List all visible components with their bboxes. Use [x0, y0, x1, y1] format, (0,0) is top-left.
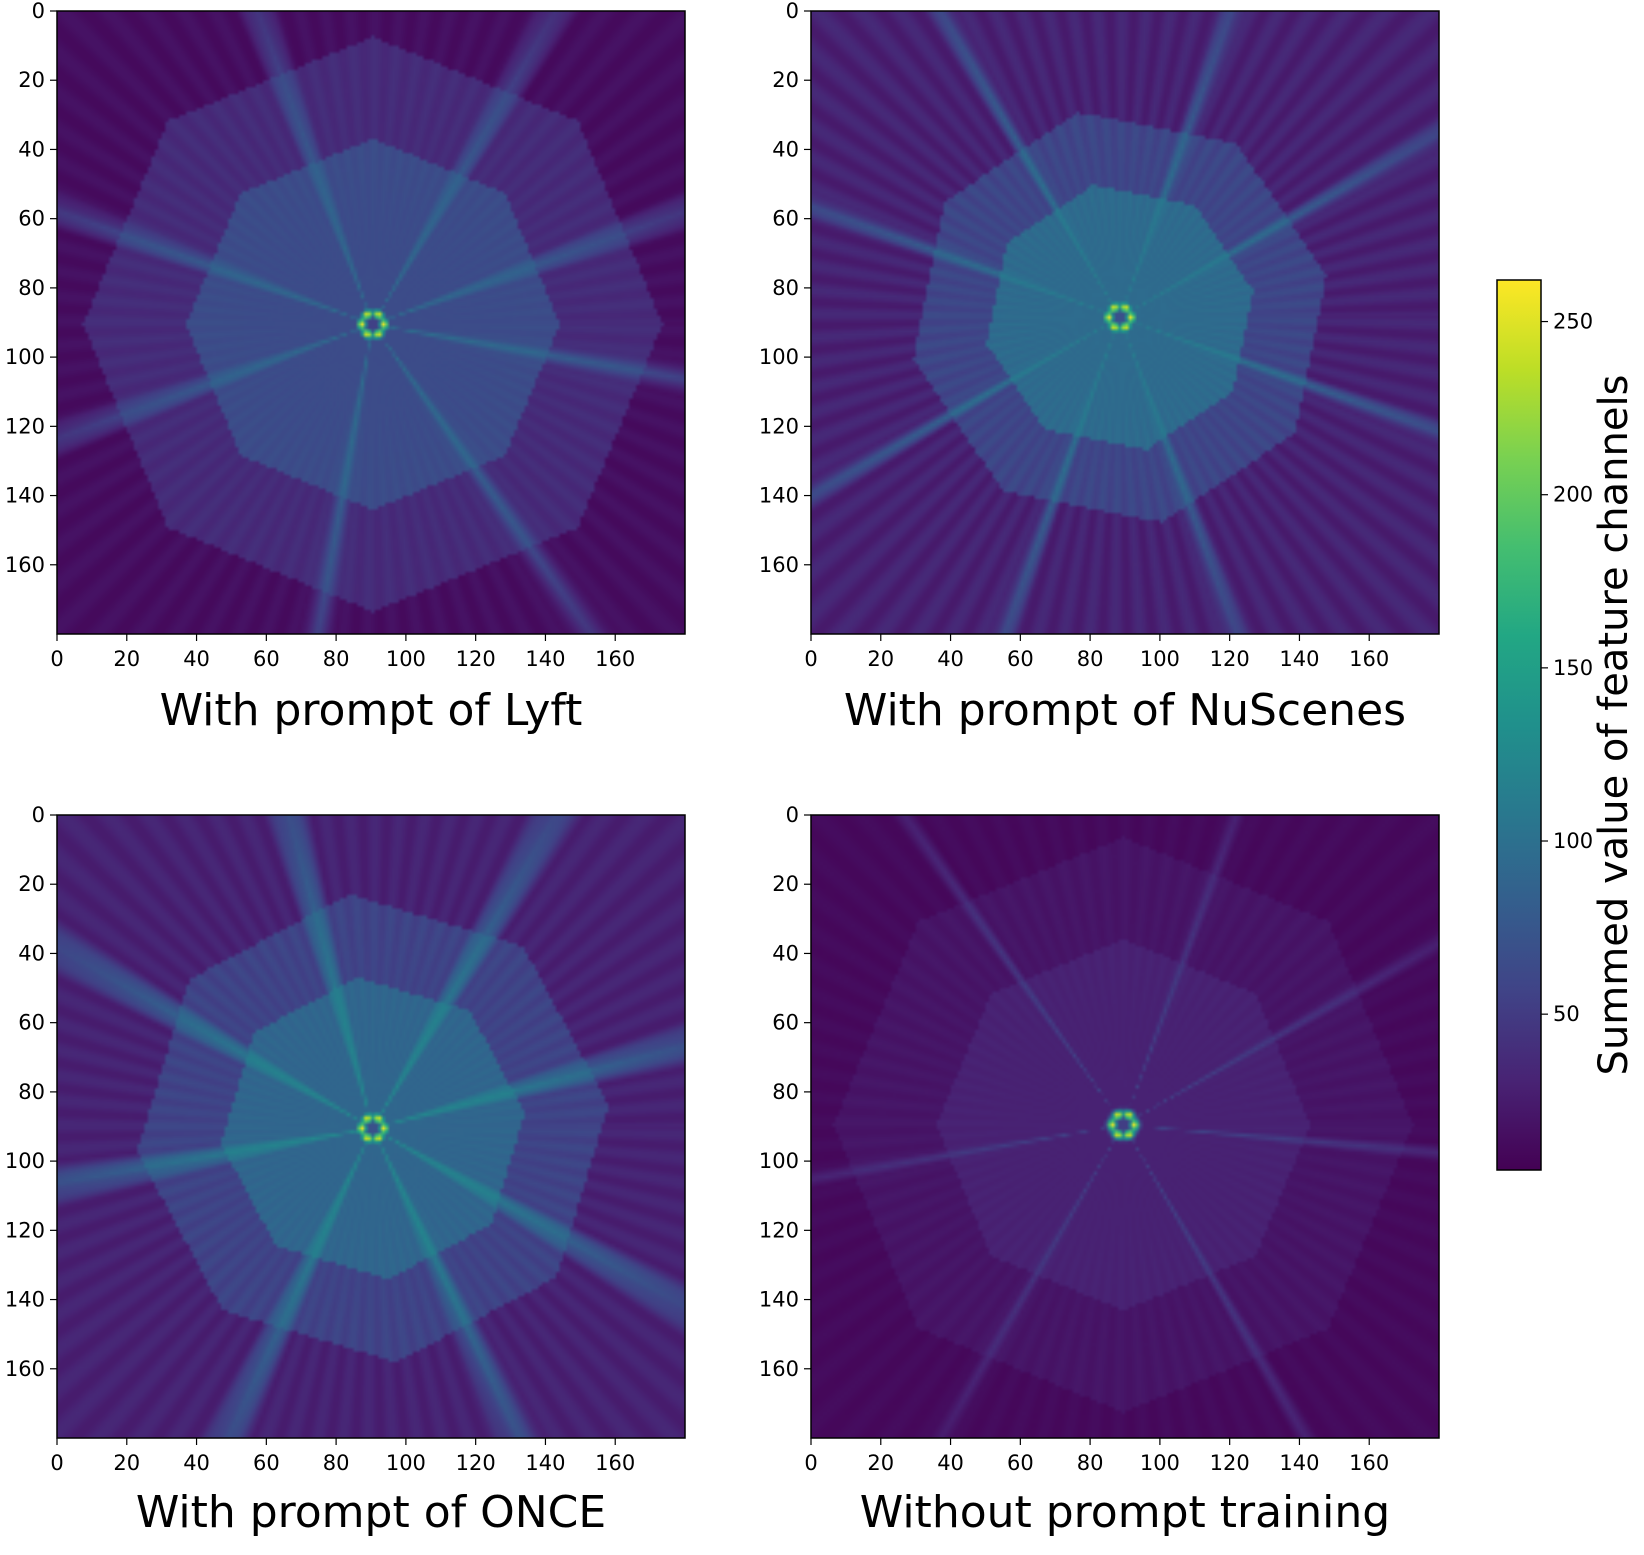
y-tick-label: 100	[5, 1149, 45, 1173]
x-tick-label: 0	[804, 647, 817, 671]
heatmap-image	[811, 11, 1439, 634]
colorbar-tick-label: 100	[1553, 829, 1593, 853]
x-tick-label: 40	[937, 647, 964, 671]
colorbar-label: Summed value of feature channels	[1591, 375, 1637, 1076]
x-tick-label: 140	[525, 647, 565, 671]
x-tick-label: 100	[1140, 647, 1180, 671]
panel-caption: With prompt of Lyft	[160, 685, 583, 736]
panel-caption: With prompt of NuScenes	[844, 685, 1406, 736]
y-tick-label: 80	[18, 276, 45, 300]
colorbar-tick-label: 50	[1553, 1002, 1580, 1026]
x-tick-label: 120	[456, 1451, 496, 1475]
x-tick-label: 20	[867, 647, 894, 671]
panel-caption: With prompt of ONCE	[136, 1487, 606, 1538]
y-tick-label: 140	[759, 484, 799, 508]
colorbar-tick-label: 250	[1553, 310, 1593, 334]
heatmap-panel-1: 0 20 40 60 80 100 120 140 160 0 20 40 60 80 100 120 140 1…	[5, 0, 686, 736]
x-tick-label: 60	[1007, 647, 1034, 671]
y-tick-label: 120	[759, 414, 799, 438]
heatmap-panel-3: 0 20 40 60 80 100 120 140 160 0 20 40 60 80 100 120 140 1…	[5, 803, 686, 1538]
y-tick-label: 120	[5, 1218, 45, 1242]
y-tick-label: 60	[18, 207, 45, 231]
x-tick-label: 0	[50, 647, 63, 671]
y-tick-label: 20	[772, 872, 799, 896]
axes-frame	[56, 10, 686, 635]
heatmap-panel-4: 0 20 40 60 80 100 120 140 160 0 20 40 60 80 100 120 140 1…	[759, 803, 1440, 1538]
y-tick-label: 160	[759, 553, 799, 577]
y-tick-label: 40	[18, 137, 45, 161]
x-tick-label: 120	[1210, 1451, 1250, 1475]
heatmap-image	[811, 815, 1439, 1438]
y-tick-label: 20	[772, 68, 799, 92]
y-tick-label: 140	[5, 484, 45, 508]
y-tick-label: 40	[772, 941, 799, 965]
x-tick-label: 120	[1210, 647, 1250, 671]
y-tick-label: 80	[772, 276, 799, 300]
x-tick-label: 100	[1140, 1451, 1180, 1475]
y-tick-label: 140	[5, 1288, 45, 1312]
colorbar-tick-label: 200	[1553, 483, 1593, 507]
x-tick-label: 80	[1077, 647, 1104, 671]
x-tick-label: 160	[595, 647, 635, 671]
x-tick-label: 0	[804, 1451, 817, 1475]
y-tick-label: 0	[32, 803, 45, 827]
y-tick-label: 100	[5, 345, 45, 369]
y-tick-label: 0	[32, 0, 45, 23]
y-tick-label: 160	[759, 1357, 799, 1381]
x-tick-label: 80	[323, 1451, 350, 1475]
x-tick-label: 160	[1349, 1451, 1389, 1475]
y-tick-label: 60	[772, 207, 799, 231]
x-tick-label: 20	[113, 647, 140, 671]
x-tick-label: 60	[1007, 1451, 1034, 1475]
panel-caption: Without prompt training	[860, 1487, 1390, 1538]
heatmap-panel-2: 0 20 40 60 80 100 120 140 160 0 20 40 60 80 100 120 140 1…	[759, 0, 1440, 736]
x-tick-label: 120	[456, 647, 496, 671]
colorbar: 50 100 150 200 250 Summed value of feature ch…	[1496, 279, 1637, 1171]
x-tick-label: 100	[386, 647, 426, 671]
x-tick-label: 140	[1279, 647, 1319, 671]
y-tick-label: 60	[772, 1011, 799, 1035]
y-tick-label: 80	[772, 1080, 799, 1104]
y-tick-label: 120	[5, 414, 45, 438]
y-tick-label: 100	[759, 1149, 799, 1173]
x-tick-label: 160	[1349, 647, 1389, 671]
y-tick-label: 160	[5, 1357, 45, 1381]
axes-frame	[56, 814, 686, 1439]
x-tick-label: 80	[323, 647, 350, 671]
x-tick-label: 0	[50, 1451, 63, 1475]
x-tick-label: 40	[183, 1451, 210, 1475]
y-tick-label: 0	[786, 0, 799, 23]
heatmap-image	[57, 11, 685, 634]
y-tick-label: 140	[759, 1288, 799, 1312]
x-tick-label: 40	[183, 647, 210, 671]
x-tick-label: 160	[595, 1451, 635, 1475]
x-tick-label: 140	[1279, 1451, 1319, 1475]
y-tick-label: 20	[18, 68, 45, 92]
axes-frame	[810, 10, 1440, 635]
x-tick-label: 60	[253, 647, 280, 671]
y-tick-label: 100	[759, 345, 799, 369]
x-tick-label: 20	[113, 1451, 140, 1475]
x-tick-label: 80	[1077, 1451, 1104, 1475]
y-tick-label: 20	[18, 872, 45, 896]
axes-frame	[810, 814, 1440, 1439]
x-tick-label: 40	[937, 1451, 964, 1475]
y-tick-label: 0	[786, 803, 799, 827]
y-tick-label: 60	[18, 1011, 45, 1035]
y-tick-label: 40	[772, 137, 799, 161]
x-tick-label: 20	[867, 1451, 894, 1475]
y-tick-label: 160	[5, 553, 45, 577]
y-tick-label: 80	[18, 1080, 45, 1104]
heatmap-image	[57, 815, 685, 1438]
colorbar-scale	[1496, 279, 1542, 1171]
x-tick-label: 60	[253, 1451, 280, 1475]
x-tick-label: 100	[386, 1451, 426, 1475]
colorbar-tick-label: 150	[1553, 656, 1593, 680]
y-tick-label: 40	[18, 941, 45, 965]
y-tick-label: 120	[759, 1218, 799, 1242]
x-tick-label: 140	[525, 1451, 565, 1475]
